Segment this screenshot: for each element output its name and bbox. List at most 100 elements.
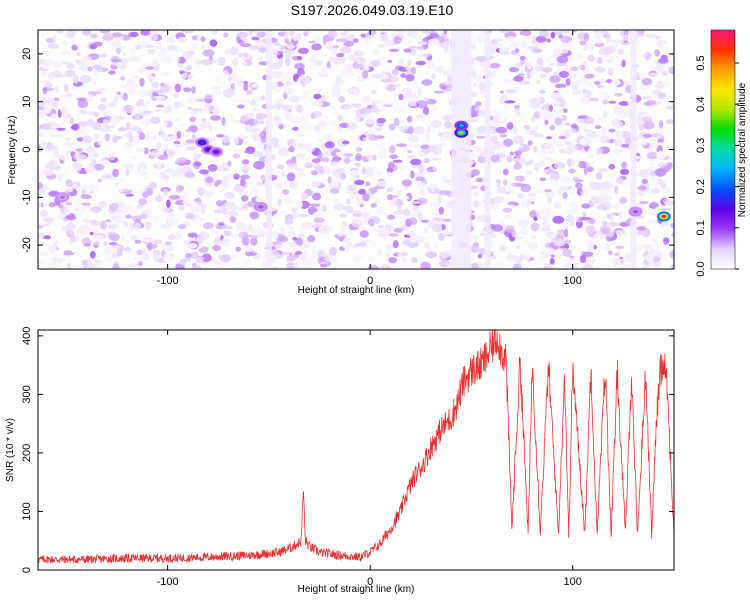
heatmap-cell <box>191 134 197 141</box>
heatmap-cell <box>513 162 522 170</box>
heatmap-cell <box>380 264 391 269</box>
heatmap-cell <box>92 240 100 246</box>
heatmap-cell <box>252 150 264 157</box>
heatmap-cell <box>371 154 377 161</box>
heatmap-cell <box>614 252 620 256</box>
heatmap-cell <box>52 258 63 265</box>
heatmap-cell <box>540 147 548 154</box>
heatmap-cell <box>163 175 170 180</box>
heatmap-cell <box>544 141 551 148</box>
heatmap-cell <box>70 184 81 189</box>
heatmap-cell <box>121 52 127 57</box>
heatmap-cell <box>438 190 451 196</box>
heatmap-cell <box>240 174 250 180</box>
heatmap-y-tick-label: -10 <box>21 189 33 205</box>
heatmap-cell <box>601 126 607 135</box>
snr-x-tick-label: 100 <box>564 576 582 588</box>
heatmap-cell <box>514 150 523 156</box>
heatmap-cell <box>103 247 109 252</box>
heatmap-cell <box>71 86 78 91</box>
heatmap-cell <box>598 168 609 173</box>
heatmap-cell <box>162 207 171 213</box>
heatmap-cell <box>64 205 70 210</box>
heatmap-cell <box>287 41 294 46</box>
heatmap-cell <box>113 95 119 103</box>
heatmap-cell <box>605 138 611 144</box>
heatmap-cell <box>514 107 521 116</box>
heatmap-cell <box>422 106 430 115</box>
heatmap-cell <box>177 36 188 43</box>
heatmap-cell <box>281 210 289 214</box>
heatmap-cell <box>39 123 52 130</box>
heatmap-cell <box>606 59 613 64</box>
heatmap-cell <box>540 73 546 78</box>
heatmap-cell <box>155 95 167 101</box>
heatmap-cell <box>562 192 568 199</box>
heatmap-cell <box>538 109 550 119</box>
heatmap-cell <box>223 192 235 199</box>
heatmap-cell <box>316 249 325 258</box>
heatmap-cell <box>286 80 292 86</box>
heatmap-cell <box>125 193 134 197</box>
heatmap-cell <box>295 237 304 246</box>
heatmap-cell <box>134 113 141 121</box>
heatmap-cell <box>46 97 52 102</box>
heatmap-cell <box>64 70 76 77</box>
heatmap-cell <box>89 219 100 226</box>
heatmap-cell <box>621 161 627 170</box>
heatmap-cell <box>249 211 260 220</box>
heatmap-cell <box>293 261 299 269</box>
heatmap-cell <box>477 253 483 259</box>
heatmap-cell <box>113 261 120 265</box>
heatmap-cell <box>301 251 308 259</box>
heatmap-cell <box>38 31 44 37</box>
heatmap-cell <box>575 208 584 212</box>
heatmap-cell <box>615 131 621 137</box>
heatmap-cell <box>396 143 407 147</box>
heatmap-cell <box>100 150 107 159</box>
heatmap-cell <box>540 227 552 232</box>
heatmap-cell <box>328 120 340 126</box>
heatmap-cell <box>362 70 369 79</box>
heatmap-cell <box>159 132 167 138</box>
heatmap-cell <box>536 80 542 85</box>
heatmap-cell <box>294 167 301 171</box>
heatmap-cell <box>225 113 236 122</box>
heatmap-cell <box>656 150 668 160</box>
heatmap-cell <box>361 166 366 176</box>
colorbar: 0.0 0.1 0.2 0.3 0.4 0.5 Normalized spectral a… <box>695 29 748 277</box>
heatmap-cell <box>519 55 526 61</box>
heatmap-cell <box>297 55 303 61</box>
colorbar-tick-label: 0.5 <box>695 55 707 70</box>
heatmap-cell <box>215 57 226 65</box>
heatmap-cell <box>88 183 101 193</box>
heatmap-cell <box>126 228 137 232</box>
heatmap-cell <box>205 176 214 184</box>
heatmap-cell <box>272 143 280 149</box>
heatmap-cell <box>530 235 537 239</box>
heatmap-cell <box>42 223 49 228</box>
heatmap-cell <box>185 64 192 71</box>
heatmap-cell <box>656 178 664 185</box>
heatmap-cell <box>565 209 577 215</box>
heatmap-cell <box>312 181 324 187</box>
heatmap-cell <box>129 82 138 89</box>
heatmap-cell <box>596 84 604 89</box>
heatmap-cell <box>92 64 102 70</box>
heatmap-cell <box>311 247 317 254</box>
heatmap-cell <box>343 157 351 165</box>
heatmap-cell <box>641 138 648 146</box>
heatmap-cell <box>54 127 66 131</box>
heatmap-cell <box>110 233 120 242</box>
heatmap-cell <box>50 113 57 119</box>
heatmap-cell <box>100 173 106 182</box>
heatmap-cell <box>213 260 223 265</box>
heatmap-cell <box>238 40 244 45</box>
heatmap-cell <box>566 214 575 223</box>
heatmap-cell <box>358 212 370 218</box>
heatmap-cell <box>479 232 486 236</box>
heatmap-cell <box>261 261 268 269</box>
heatmap-cell <box>336 38 348 43</box>
heatmap-cell <box>420 261 431 269</box>
heatmap-cell <box>661 71 669 76</box>
